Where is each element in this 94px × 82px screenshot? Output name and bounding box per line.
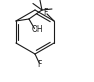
Text: F: F: [37, 60, 42, 69]
Text: OH: OH: [32, 25, 43, 34]
Text: F: F: [43, 8, 47, 17]
